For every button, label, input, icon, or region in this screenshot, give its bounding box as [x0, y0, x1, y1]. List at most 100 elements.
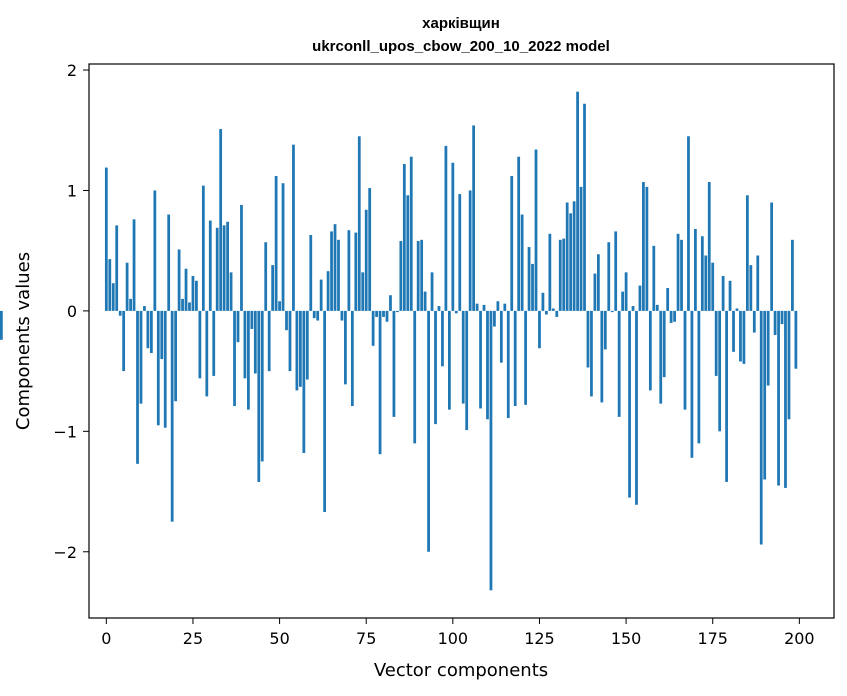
bar [430, 272, 434, 311]
bar [198, 310, 202, 379]
y-tick-label: −2 [53, 543, 77, 562]
bar [669, 310, 673, 323]
bar [264, 242, 268, 311]
bar [319, 279, 323, 311]
bar [292, 144, 295, 311]
x-tick-label: 200 [784, 629, 815, 648]
bar [728, 280, 732, 311]
bar [236, 310, 240, 343]
bar [576, 91, 579, 311]
x-tick-label: 50 [269, 629, 289, 648]
bar [517, 156, 521, 311]
bar [628, 310, 631, 498]
bar [725, 310, 728, 482]
bar [378, 310, 382, 455]
bar [721, 275, 725, 311]
bar [749, 265, 753, 311]
bar [565, 202, 569, 311]
bar [298, 310, 302, 387]
bar [451, 162, 455, 311]
bar [569, 213, 573, 311]
chart-subtitle: ukrconll_upos_cbow_200_10_2022 model [312, 38, 610, 55]
bar-series [0, 91, 798, 591]
bar [409, 156, 413, 311]
bar [475, 303, 479, 311]
bar [347, 230, 351, 311]
bar [132, 219, 136, 311]
bar [780, 310, 784, 325]
bar [143, 306, 146, 311]
bar [551, 308, 555, 311]
bar [739, 310, 742, 362]
bar [489, 310, 493, 591]
bar [763, 310, 767, 480]
bar [434, 310, 437, 425]
bar [635, 310, 638, 505]
bar [607, 242, 611, 311]
bar [305, 310, 309, 380]
bar [694, 229, 697, 311]
bar [541, 292, 545, 311]
bar [323, 310, 327, 513]
bar [603, 310, 607, 350]
bar [427, 310, 430, 552]
bar [118, 310, 122, 316]
bar [482, 304, 486, 311]
bar [104, 167, 108, 311]
bar [316, 310, 320, 321]
bar [364, 209, 368, 311]
bar [392, 310, 396, 417]
bar [184, 268, 188, 311]
bar [181, 298, 184, 311]
bar [350, 310, 354, 407]
bar [437, 306, 441, 311]
bar [423, 291, 427, 311]
x-tick-label: 150 [611, 629, 642, 648]
bar [312, 310, 316, 319]
bar [396, 310, 399, 313]
bar [219, 129, 223, 311]
bar [787, 310, 791, 420]
bar [558, 239, 562, 311]
bar [281, 183, 285, 311]
y-tick-label: 2 [67, 61, 77, 80]
bar [156, 310, 160, 426]
bar [700, 236, 704, 311]
bar [538, 310, 541, 349]
bar [652, 245, 656, 311]
bar [233, 310, 236, 407]
bar [766, 310, 770, 386]
bar [534, 149, 538, 311]
x-tick-label: 75 [356, 629, 376, 648]
bar [368, 188, 372, 311]
bar [188, 302, 191, 311]
bar [617, 310, 621, 417]
bar [711, 262, 715, 311]
bar [572, 201, 576, 311]
bar [759, 310, 763, 545]
bar [586, 310, 590, 368]
bar [201, 185, 205, 311]
bar [441, 310, 444, 367]
bar [205, 310, 209, 397]
bar [579, 186, 583, 311]
bar [673, 310, 676, 322]
bar [465, 310, 469, 431]
bar [309, 235, 313, 311]
x-tick-label: 25 [183, 629, 203, 648]
bar [614, 231, 618, 311]
bar [302, 310, 306, 453]
bar [548, 233, 552, 311]
bar [583, 103, 586, 311]
bar [770, 202, 774, 311]
bar [752, 310, 756, 333]
bar [243, 310, 247, 379]
bar [212, 310, 216, 376]
bar [274, 176, 278, 311]
bar [732, 310, 735, 352]
bar [375, 310, 378, 317]
bar [707, 182, 711, 311]
x-tick-label: 0 [101, 629, 111, 648]
bar [655, 304, 659, 311]
